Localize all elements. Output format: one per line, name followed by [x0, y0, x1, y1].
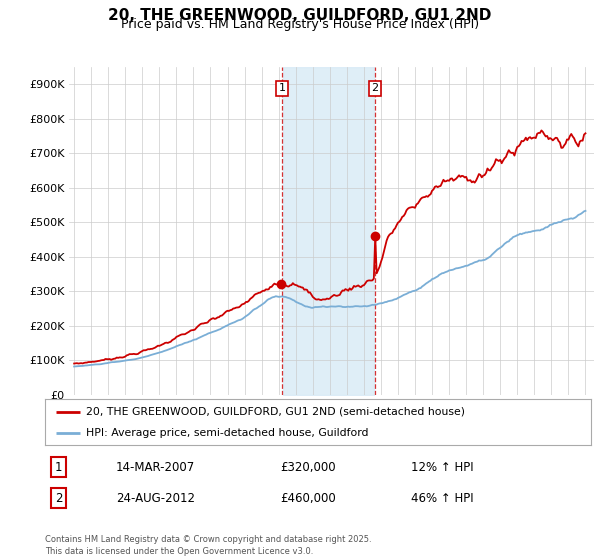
Text: Price paid vs. HM Land Registry's House Price Index (HPI): Price paid vs. HM Land Registry's House … [121, 18, 479, 31]
Text: HPI: Average price, semi-detached house, Guildford: HPI: Average price, semi-detached house,… [86, 428, 368, 438]
Text: 46% ↑ HPI: 46% ↑ HPI [411, 492, 473, 505]
Text: 14-MAR-2007: 14-MAR-2007 [116, 460, 195, 474]
Text: 24-AUG-2012: 24-AUG-2012 [116, 492, 195, 505]
Text: 1: 1 [55, 460, 62, 474]
Text: 2: 2 [371, 83, 379, 94]
Text: 2: 2 [55, 492, 62, 505]
Text: £460,000: £460,000 [280, 492, 335, 505]
Text: 12% ↑ HPI: 12% ↑ HPI [411, 460, 473, 474]
Text: 20, THE GREENWOOD, GUILDFORD, GU1 2ND: 20, THE GREENWOOD, GUILDFORD, GU1 2ND [109, 8, 491, 24]
Text: Contains HM Land Registry data © Crown copyright and database right 2025.
This d: Contains HM Land Registry data © Crown c… [45, 535, 371, 556]
Text: 1: 1 [278, 83, 286, 94]
Text: 20, THE GREENWOOD, GUILDFORD, GU1 2ND (semi-detached house): 20, THE GREENWOOD, GUILDFORD, GU1 2ND (s… [86, 407, 465, 417]
Text: £320,000: £320,000 [280, 460, 335, 474]
